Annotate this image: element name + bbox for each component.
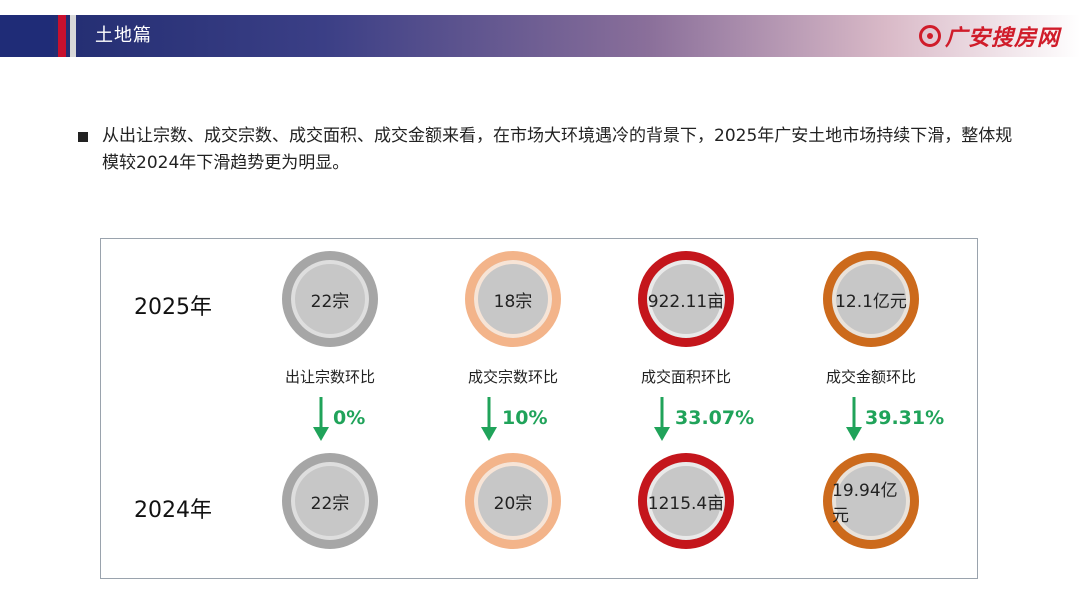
year-label-2024: 2024年 <box>134 498 212 523</box>
value-2025-amount: 12.1亿元 <box>835 291 907 312</box>
down-arrow-icon <box>481 397 497 441</box>
header-accent-navy <box>0 15 54 57</box>
change-deals: 10% <box>502 407 548 429</box>
circle-2024-amount: 19.94亿元 <box>823 453 919 549</box>
value-2025-listed: 22宗 <box>310 291 350 312</box>
header-accent-gray <box>70 15 76 57</box>
circle-2025-amount: 12.1亿元 <box>823 251 919 347</box>
circle-2024-listed: 22宗 <box>282 453 378 549</box>
header-accent-red <box>58 15 66 57</box>
down-arrow-icon <box>846 397 862 441</box>
down-arrow-icon <box>654 397 670 441</box>
circle-2025-deals: 18宗 <box>465 251 561 347</box>
summary-text: 从出让宗数、成交宗数、成交面积、成交金额来看，在市场大环境遇冷的背景下，2025… <box>102 126 1013 173</box>
header-bar <box>0 15 1080 57</box>
change-listed: 0% <box>333 407 366 429</box>
value-2024-amount: 19.94亿元 <box>832 481 898 526</box>
change-amount: 39.31% <box>865 407 945 429</box>
change-area: 33.07% <box>675 407 755 429</box>
comparison-panel: 2025年 2024年 22宗 出让宗数环比 0% 22宗 18宗 成交宗数环比… <box>100 238 978 579</box>
down-arrow-icon <box>313 397 329 441</box>
metric-label-area: 成交面积环比 <box>640 368 731 386</box>
metric-label-listed: 出让宗数环比 <box>284 368 375 386</box>
value-2024-area: 1215.4亩 <box>647 493 725 514</box>
circle-2024-area: 1215.4亩 <box>638 453 734 549</box>
brand-logo: 广安搜房网 <box>918 18 1060 54</box>
section-title: 土地篇 <box>95 25 152 46</box>
metric-label-amount: 成交金额环比 <box>825 368 916 386</box>
circle-2025-area: 922.11亩 <box>638 251 734 347</box>
summary-bullet: 从出让宗数、成交宗数、成交面积、成交金额来看，在市场大环境遇冷的背景下，2025… <box>78 123 1018 177</box>
logo-text: 广安搜房网 <box>944 26 1060 51</box>
metric-label-deals: 成交宗数环比 <box>467 368 558 386</box>
value-2024-deals: 20宗 <box>493 493 533 514</box>
logo-icon <box>918 25 941 47</box>
value-2024-listed: 22宗 <box>310 493 350 514</box>
year-label-2025: 2025年 <box>134 295 212 320</box>
circle-2024-deals: 20宗 <box>465 453 561 549</box>
bullet-square-icon <box>78 132 88 142</box>
value-2025-deals: 18宗 <box>493 291 533 312</box>
value-2025-area: 922.11亩 <box>647 291 725 312</box>
circle-2025-listed: 22宗 <box>282 251 378 347</box>
